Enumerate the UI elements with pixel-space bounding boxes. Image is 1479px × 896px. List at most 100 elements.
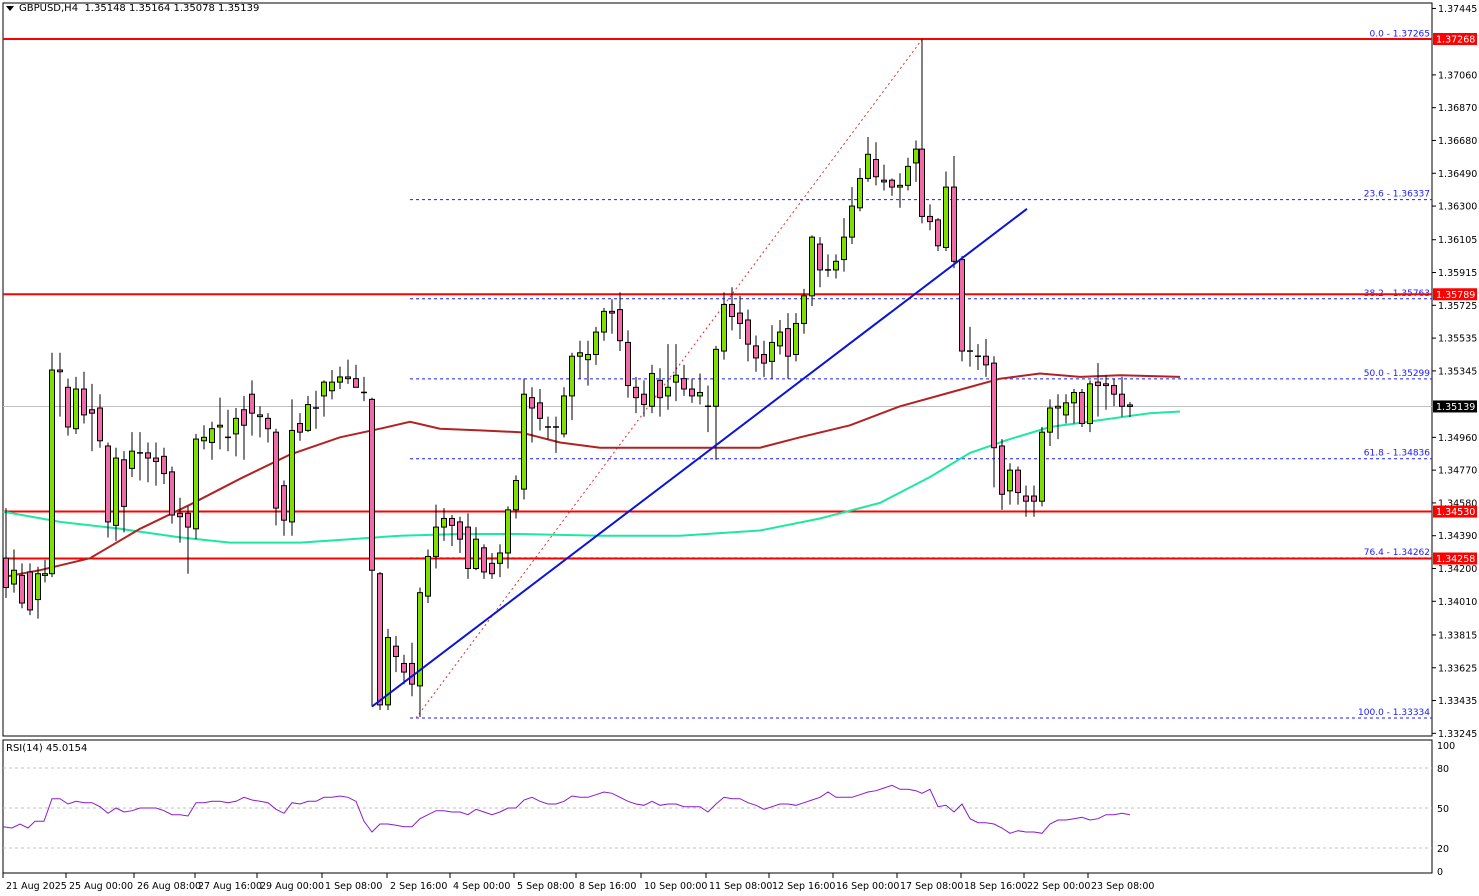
candle-bull — [577, 352, 583, 357]
candle-bear — [617, 309, 623, 342]
candle-bull — [833, 260, 839, 271]
time-axis-label: 17 Sep 08:00 — [900, 881, 963, 892]
candle-bull — [809, 236, 815, 297]
price-axis-label: 1.34010 — [1438, 597, 1477, 608]
price-axis-label: 1.34960 — [1438, 433, 1477, 444]
candle-bear — [753, 345, 759, 359]
candle-bear — [689, 388, 695, 397]
candle-bear — [57, 369, 63, 373]
candle-bear — [983, 355, 989, 366]
candle-bear — [633, 386, 639, 399]
dropdown-triangle-icon[interactable] — [6, 5, 14, 11]
candle-bear — [401, 662, 407, 673]
candle-bull — [857, 177, 863, 209]
price-axis-label: 1.34200 — [1438, 564, 1477, 575]
candle-bear — [761, 353, 767, 364]
candle-bear — [1015, 469, 1021, 494]
candle-bear — [927, 215, 933, 223]
price-tag — [1433, 505, 1477, 518]
price-axis-label: 1.33815 — [1438, 630, 1477, 641]
candle-bull — [569, 355, 575, 397]
time-axis-label: 1 Sep 08:00 — [325, 881, 382, 892]
rsi-line — [2, 784, 1131, 834]
candle-bear — [657, 379, 663, 399]
candle-bear — [161, 455, 167, 475]
time-axis-label: 11 Sep 08:00 — [709, 881, 772, 892]
fib-level-label: 76.4 - 1.34262 — [1364, 548, 1430, 558]
candle-bull — [697, 391, 703, 397]
candle-bear — [3, 557, 9, 588]
candle-bull — [217, 424, 223, 428]
trendline[interactable] — [371, 208, 1028, 708]
candle-bear — [1111, 385, 1117, 395]
candle-bull — [801, 295, 807, 324]
symbol-header: GBPUSD,H4 1.35148 1.35164 1.35078 1.3513… — [6, 3, 259, 14]
time-axis-label: 21 Aug 2025 — [6, 881, 67, 892]
price-axis-label: 1.35915 — [1438, 268, 1477, 279]
candle-bear — [529, 397, 535, 409]
candle-bull — [513, 479, 519, 511]
fib-level-label: 50.0 - 1.35299 — [1364, 369, 1430, 379]
candle-bear — [89, 409, 95, 414]
candle-bear — [153, 457, 159, 463]
price-tag-label: 1.34258 — [1436, 554, 1475, 565]
candle-bear — [377, 573, 383, 706]
fib-level-label: 0.0 - 1.37265 — [1370, 30, 1431, 40]
price-axis-label: 1.35345 — [1438, 366, 1477, 377]
candle-bear — [881, 179, 887, 183]
time-axis-label: 18 Sep 16:00 — [964, 881, 1027, 892]
candle-bear — [1127, 404, 1133, 407]
time-axis-label: 25 Aug 00:00 — [69, 881, 133, 892]
candle-bull — [505, 509, 511, 554]
price-axis-label: 1.35725 — [1438, 301, 1477, 312]
candle-bear — [393, 645, 399, 658]
candle-bear — [1023, 495, 1029, 502]
candle-bear — [1103, 383, 1109, 387]
time-axis-label: 10 Sep 00:00 — [644, 881, 707, 892]
candle-bear — [951, 186, 957, 262]
candle-bear — [745, 319, 751, 345]
price-axis-label: 1.36870 — [1438, 103, 1477, 114]
candle-bear — [297, 423, 303, 433]
rsi-axis-label: 50 — [1437, 804, 1449, 815]
price-axis-label: 1.34390 — [1438, 531, 1477, 542]
candle-bull — [793, 322, 799, 355]
candle-bear — [177, 512, 183, 518]
symbol-label: GBPUSD,H4 — [19, 3, 79, 14]
candle-bull — [321, 381, 327, 397]
candle-bear — [489, 562, 495, 575]
fib-level-label: 100.0 - 1.33334 — [1358, 708, 1430, 718]
candle-bull — [1039, 431, 1045, 502]
price-axis-label: 1.34770 — [1438, 466, 1477, 477]
price-tag — [1433, 288, 1477, 301]
candle-bull — [721, 303, 727, 352]
fib-diagonal-line[interactable] — [415, 39, 923, 719]
rsi-axis-label: 0 — [1437, 867, 1443, 878]
fib-level-label: 61.8 - 1.34836 — [1364, 449, 1430, 459]
price-axis-label: 1.35535 — [1438, 334, 1477, 345]
candle-bear — [641, 393, 647, 406]
time-axis-label: 4 Sep 00:00 — [453, 881, 510, 892]
candle-bear — [681, 378, 687, 390]
candle-bear — [935, 219, 941, 247]
time-axis-label: 16 Sep 00:00 — [836, 881, 899, 892]
candle-bear — [481, 547, 487, 573]
candle-bear — [537, 402, 543, 419]
candle-bull — [337, 376, 343, 383]
candle-bull — [49, 369, 55, 575]
candle-bull — [1063, 402, 1069, 416]
candle-bear — [991, 362, 997, 449]
ma-fast-line — [2, 372, 1181, 579]
candle-bear — [169, 471, 175, 516]
candle-bear — [457, 521, 463, 540]
time-axis-label: 2 Sep 16:00 — [390, 881, 447, 892]
candle-bear — [27, 571, 33, 611]
candle-bull — [601, 310, 607, 333]
candle-bull — [769, 341, 775, 362]
time-axis-label: 12 Sep 16:00 — [772, 881, 835, 892]
rsi-pane-frame — [2, 739, 1433, 874]
rsi-axis-label: 80 — [1437, 764, 1449, 775]
candle-bear — [281, 485, 287, 521]
candle-bear — [609, 310, 615, 314]
